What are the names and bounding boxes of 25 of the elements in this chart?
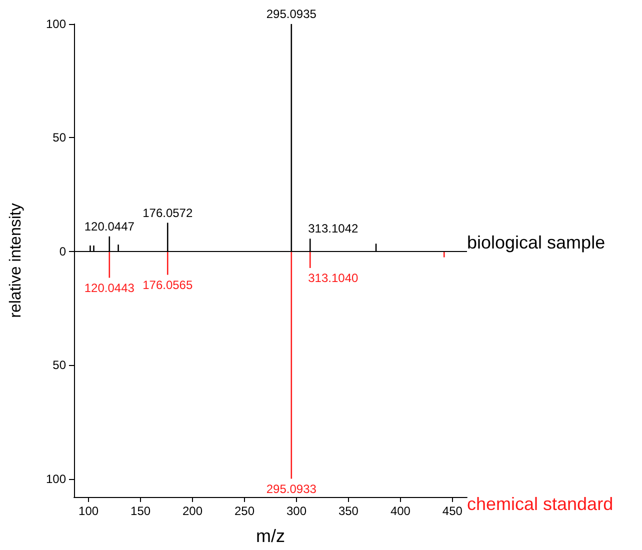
- x-tick-label: 350: [338, 504, 359, 518]
- x-tick-label: 300: [286, 504, 307, 518]
- text: biological sample: [467, 232, 606, 252]
- annotation: 295.0935: [266, 7, 317, 21]
- y-tick-label: 50: [52, 130, 66, 145]
- annotation: 176.0572: [142, 206, 193, 220]
- y-tick-label: 50: [52, 358, 66, 372]
- y-tick-label: 100: [46, 17, 66, 31]
- y-axis-title: relative intensity: [8, 203, 24, 318]
- y-tick-label: 100: [46, 472, 66, 486]
- text: chemical standard: [467, 494, 614, 514]
- annotation: 295.0933: [266, 482, 317, 496]
- x-tick-label: 250: [234, 504, 255, 518]
- y-tick-label: 0: [59, 244, 66, 258]
- annotation: 313.1040: [308, 271, 358, 286]
- annotation: 120.0443: [84, 280, 135, 295]
- x-tick-label: 150: [130, 504, 151, 518]
- x-tick-label: 450: [442, 504, 463, 518]
- x-axis-title: m/z: [256, 526, 285, 546]
- x-tick-label: 200: [182, 504, 203, 518]
- annotation: 313.1042: [308, 222, 358, 236]
- annotation: 120.0447: [84, 219, 135, 234]
- x-tick-label: 100: [78, 504, 99, 518]
- x-tick-label: 400: [390, 504, 411, 518]
- annotation: 176.0565: [142, 278, 193, 292]
